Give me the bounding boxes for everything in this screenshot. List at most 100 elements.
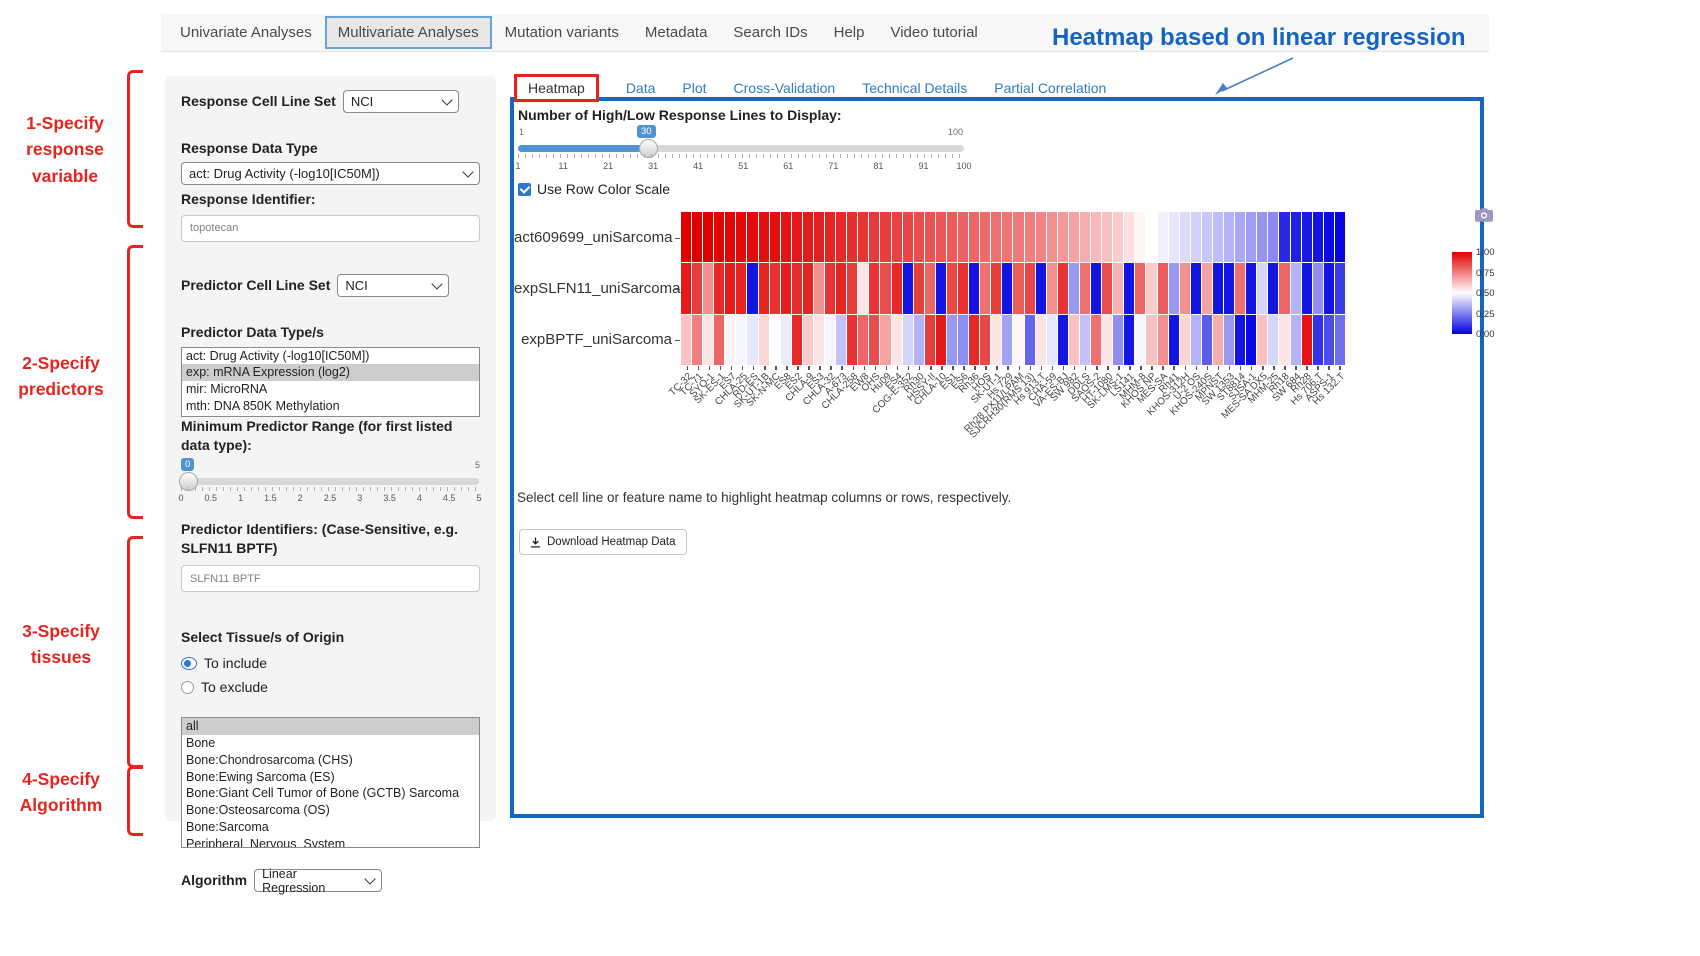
heatmap-cell	[1146, 263, 1157, 314]
response-identifier-label: Response Identifier:	[181, 190, 316, 207]
response-identifier-input[interactable]	[181, 214, 480, 242]
heatmap-cell	[1312, 314, 1323, 365]
nav-tab-univariate-analyses[interactable]: Univariate Analyses	[180, 24, 312, 41]
heatmap-cell	[1201, 212, 1212, 263]
legend-tick-label: 0.00	[1476, 329, 1495, 340]
result-tabs: Heatmap Data Plot Cross-Validation Technical…	[514, 74, 1106, 102]
heatmap-cell	[1113, 314, 1124, 365]
heatmap-cell	[1113, 263, 1124, 314]
heatmap-column-tick	[1195, 366, 1198, 370]
nav-tab-metadata[interactable]: Metadata	[644, 24, 708, 41]
heatmap-cell	[703, 212, 714, 263]
tissue-option-peripheral-nervous-system[interactable]: Peripheral_Nervous_System	[186, 836, 346, 849]
tab-technical-details[interactable]: Technical Details	[862, 80, 968, 96]
radio-to-include[interactable]	[181, 656, 197, 670]
heatmap-cell	[1179, 314, 1190, 365]
heatmap-cell	[858, 263, 869, 314]
heatmap-cell	[1168, 314, 1179, 365]
predictor-identifiers-input[interactable]	[181, 565, 480, 593]
nav-tab-search-ids[interactable]: Search IDs	[733, 24, 808, 41]
heatmap-cell	[825, 212, 836, 263]
predictor-type-option-exp[interactable]: exp: mRNA Expression (log2)	[182, 364, 479, 382]
heatmap-cell	[1135, 314, 1146, 365]
slider-track[interactable]	[181, 478, 479, 486]
tab-heatmap[interactable]: Heatmap	[514, 74, 599, 102]
heatmap-column-tick	[1295, 366, 1297, 370]
predictor-data-types-label: Predictor Data Type/s	[181, 323, 324, 340]
heatmap-cell	[1301, 212, 1312, 263]
heatmap-cell	[1268, 263, 1279, 314]
control-sidebar: Response Cell Line Set NCI Response Data…	[165, 76, 496, 895]
annotation-line: Algorithm	[19, 795, 103, 816]
heatmap-cell	[1268, 314, 1279, 365]
heatmap-column-tick	[863, 366, 866, 370]
heatmap-cell	[1201, 263, 1212, 314]
heatmap-cell	[813, 212, 825, 263]
tab-data[interactable]: Data	[625, 80, 656, 96]
heatmap-cell	[1046, 314, 1057, 365]
radio-to-exclude[interactable]	[181, 680, 194, 694]
heatmap-column-tick	[874, 366, 877, 370]
heatmap-cell	[1290, 263, 1301, 314]
heatmap-cell	[802, 314, 813, 365]
heatmap-cell	[1013, 314, 1024, 365]
tissue-option-bone-chondrosarcoma-chs[interactable]: Bone:Chondrosarcoma (CHS)	[186, 752, 353, 767]
algorithm-select[interactable]: Linear Regression	[254, 867, 383, 895]
heatmap-column-tick	[1051, 366, 1054, 370]
tissue-option-bone-giant-cell-tumor-of-bone-gctb-sarcoma[interactable]: Bone:Giant Cell Tumor of Bone (GCTB) Sar…	[186, 786, 460, 801]
heatmap-cell	[1224, 212, 1235, 263]
lines-slider-tick: 31	[648, 161, 659, 171]
heatmap-cell	[958, 314, 969, 365]
heatmap-cell	[1091, 314, 1102, 365]
tissue-option-all[interactable]: all	[182, 718, 479, 735]
heatmap-cell	[836, 263, 847, 314]
response-cell-line-set-select[interactable]: NCI	[342, 90, 459, 113]
heatmap-cell	[725, 263, 736, 314]
heatmap-cell	[758, 263, 769, 314]
heatmap-cell	[692, 263, 703, 314]
response-data-type-label: Response Data Type	[181, 140, 318, 156]
nav-tab-multivariate-analyses[interactable]: Multivariate Analyses	[324, 16, 492, 49]
heatmap-column-tick	[907, 366, 910, 370]
tissue-option-bone-osteosarcoma-os[interactable]: Bone:Osteosarcoma (OS)	[186, 803, 330, 818]
nav-tab-video-tutorial[interactable]: Video tutorial	[890, 24, 978, 41]
heatmap-cell	[1246, 314, 1257, 365]
heatmap-cell	[924, 314, 935, 365]
heatmap-cell	[1046, 263, 1057, 314]
predictor-type-option-act[interactable]: act: Drug Activity (-log10[IC50M])	[186, 348, 370, 363]
camera-snapshot-icon[interactable]	[1475, 207, 1493, 222]
predictor-type-option-mth[interactable]: mth: DNA 850K Methylation	[186, 399, 340, 414]
annotation-step-2: 2-Specify predictors	[6, 350, 116, 403]
response-data-type-select[interactable]: act: Drug Activity (-log10[IC50M])	[181, 161, 480, 185]
tissue-option-bone[interactable]: Bone	[186, 735, 216, 750]
chevron-down-icon	[462, 166, 474, 178]
row-color-scale-checkbox[interactable]	[518, 182, 531, 196]
heatmap-color-legend	[1452, 252, 1472, 334]
heatmap-grid	[681, 212, 1345, 365]
tab-partial-correlation[interactable]: Partial Correlation	[994, 80, 1107, 96]
heatmap-column-tick	[1328, 366, 1330, 370]
nav-tab-mutation-variants[interactable]: Mutation variants	[504, 24, 619, 41]
tab-plot[interactable]: Plot	[682, 80, 707, 96]
predictor-cell-line-set-select[interactable]: NCI	[337, 273, 450, 297]
heatmap-cell	[946, 263, 958, 314]
heatmap-column-tick	[1162, 366, 1164, 370]
range-slider-tick: 4.5	[442, 493, 456, 504]
predictor-type-option-mir[interactable]: mir: MicroRNA	[186, 382, 268, 397]
heatmap-cell	[725, 212, 736, 263]
heatmap-cell	[1124, 314, 1135, 365]
nav-tab-help[interactable]: Help	[833, 24, 865, 41]
tissue-origin-label: Select Tissue/s of Origin	[181, 629, 345, 646]
download-heatmap-data-button[interactable]: Download Heatmap Data	[519, 529, 687, 555]
heatmap-cell	[1091, 263, 1102, 314]
annotation-line: 2-Specify	[22, 353, 100, 373]
heatmap-row-label-expbptf-unisarcoma[interactable]: expBPTF_uniSarcoma	[521, 330, 672, 348]
tissue-option-bone-sarcoma[interactable]: Bone:Sarcoma	[186, 819, 269, 834]
heatmap-row-label-expslfn11-unisarcoma[interactable]: expSLFN11_uniSarcoma	[514, 279, 681, 297]
slider-track[interactable]	[518, 145, 964, 152]
tab-cross-validation[interactable]: Cross-Validation	[733, 80, 836, 96]
top-navigation: Univariate Analyses Multivariate Analyses…	[161, 14, 1489, 52]
tissue-option-bone-ewing-sarcoma-es[interactable]: Bone:Ewing Sarcoma (ES)	[186, 769, 335, 784]
heatmap-row-label-act609699-unisarcoma[interactable]: act609699_uniSarcoma	[514, 228, 673, 246]
heatmap-cell	[935, 263, 946, 314]
